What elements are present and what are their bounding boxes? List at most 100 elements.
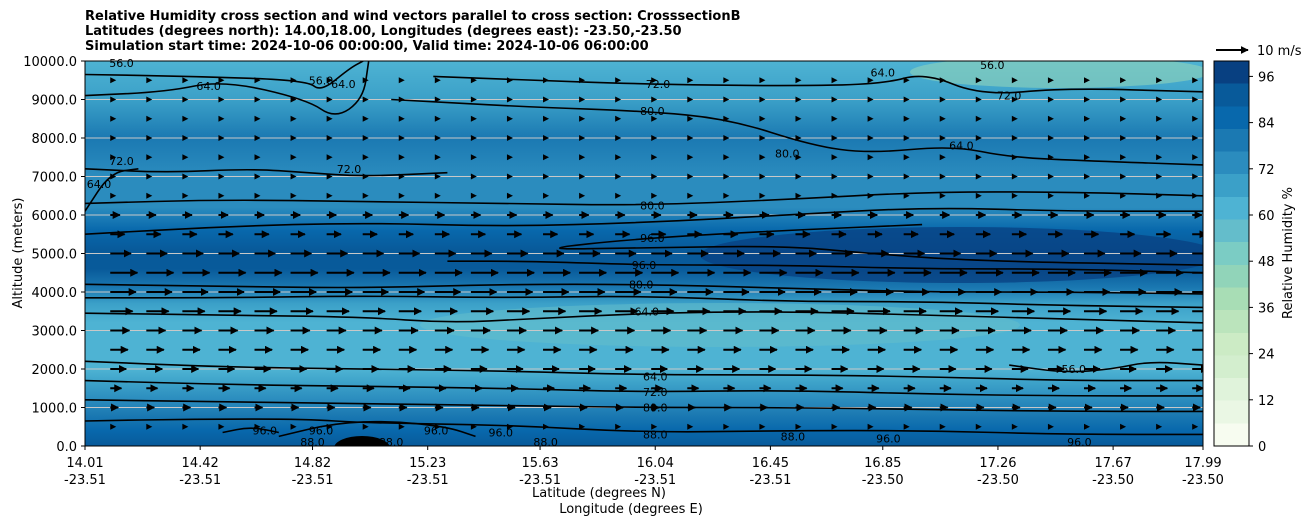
wind-vector [110, 423, 117, 430]
y-tick-label: 10000.0 [23, 55, 77, 70]
contour-label: 64.0 [643, 371, 668, 384]
wind-vector [362, 115, 369, 122]
y-tick-label: 3000.0 [32, 325, 78, 340]
contour-label: 96.0 [640, 232, 665, 245]
wind-vector [939, 173, 946, 180]
wind-vector [831, 154, 838, 161]
wind-vector [975, 135, 982, 141]
wind-vector [579, 135, 586, 141]
wind-vector [398, 423, 405, 430]
wind-vector [1156, 115, 1163, 122]
wind-vector [326, 423, 333, 430]
wind-vector [506, 192, 513, 199]
wind-vector [110, 154, 117, 161]
wind-vector [1083, 192, 1090, 199]
x-tick-label-lat: 16.45 [752, 456, 789, 471]
y-tick-label: 1000.0 [32, 402, 78, 417]
y-tick-label: 7000.0 [32, 171, 78, 186]
wind-vector [470, 423, 477, 430]
wind-vector [1120, 173, 1127, 180]
y-tick-label: 6000.0 [32, 209, 78, 224]
wind-vector [975, 423, 982, 430]
wind-vector [326, 115, 333, 122]
contour-label: 72.0 [643, 386, 668, 399]
wind-vector [1156, 173, 1163, 180]
x-tick-label-lat: 14.82 [294, 456, 331, 471]
contour-label: 88.0 [379, 436, 404, 449]
contour-label: 72.0 [997, 90, 1022, 103]
wind-vector [290, 154, 297, 161]
x-tick-label-lat: 15.63 [521, 456, 558, 471]
wind-vector [723, 423, 730, 430]
wind-vector [615, 154, 622, 161]
wind-vector [1083, 77, 1090, 84]
wind-vector [795, 192, 802, 199]
wind-vector [579, 115, 586, 122]
dry-patch-midlevel [420, 303, 1020, 347]
wind-vector [759, 96, 766, 103]
wind-vector [1047, 115, 1054, 122]
contour-label: 96.0 [488, 427, 513, 440]
wind-vector [975, 96, 982, 103]
wind-vector [182, 154, 189, 161]
x-tick-label-lat: 14.01 [66, 456, 103, 471]
wind-vector [651, 423, 658, 430]
wind-vector [1047, 77, 1054, 84]
wind-vector [434, 77, 441, 84]
wind-vector [146, 192, 153, 199]
wind-vector [146, 77, 153, 84]
wind-vector [759, 192, 766, 199]
y-tick-label: 5000.0 [32, 248, 78, 263]
wind-vector [939, 96, 946, 103]
wind-vector [1047, 423, 1054, 430]
wind-vector [182, 115, 189, 122]
wind-vector [1120, 77, 1127, 84]
contour-line [85, 283, 1203, 295]
contour-line [85, 311, 1203, 324]
wind-vector [362, 135, 369, 141]
colorbar-scale [1213, 60, 1250, 447]
wind-vector [470, 77, 477, 84]
chart-title-line-3: Simulation start time: 2024-10-06 00:00:… [85, 39, 649, 54]
wind-vector [831, 77, 838, 84]
wind-vector [543, 423, 550, 430]
wind-vector [470, 154, 477, 161]
wind-vector [1047, 154, 1054, 161]
wind-vector [218, 192, 225, 199]
contour-line [85, 168, 139, 212]
wind-vector [723, 192, 730, 199]
chart-title: Relative Humidity cross section and wind… [85, 9, 741, 54]
wind-vector [795, 115, 802, 122]
wind-vector [939, 135, 946, 141]
wind-vector [759, 154, 766, 161]
wind-vector [1192, 173, 1199, 180]
wind-vectors [110, 77, 1203, 430]
wind-vector [218, 423, 225, 430]
wind-vector [110, 96, 117, 103]
wind-vector [795, 173, 802, 180]
wind-vector [506, 173, 513, 180]
wind-vector [1047, 135, 1054, 141]
wind-vector [687, 96, 694, 103]
wind-vector [651, 192, 658, 199]
wind-vector [398, 173, 405, 180]
wind-vector [146, 115, 153, 122]
contour-label: 64.0 [196, 80, 221, 93]
contour-label: 96.0 [876, 432, 901, 445]
y-tick-label: 9000.0 [32, 94, 78, 109]
contour-label: 96.0 [309, 425, 334, 438]
wind-vector [543, 135, 550, 141]
wind-vector [362, 77, 369, 84]
dry-patch-top [910, 61, 1203, 88]
wind-vector [1011, 423, 1018, 430]
wind-vector [759, 115, 766, 122]
contour-label: 96.0 [1067, 436, 1092, 449]
wind-vector [651, 77, 658, 84]
wind-vector [723, 115, 730, 122]
wind-vector [290, 115, 297, 122]
wind-vector [543, 192, 550, 199]
contour-line [433, 75, 1203, 94]
wind-vector [759, 77, 766, 84]
wind-vector [903, 96, 910, 103]
contour-line [222, 427, 279, 434]
